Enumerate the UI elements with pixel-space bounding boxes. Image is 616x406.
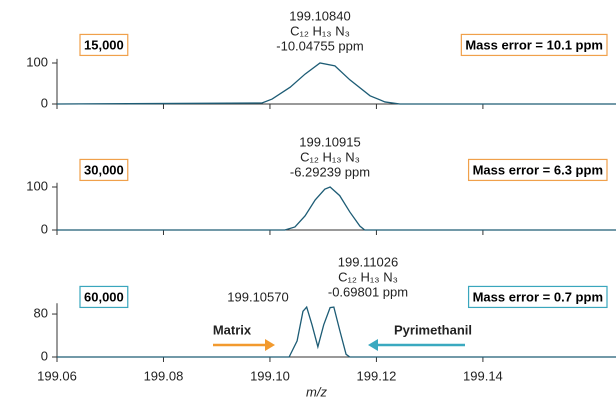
x-tick-label: 199.08 (144, 368, 184, 383)
resolution-label: 30,000 (84, 162, 124, 177)
arrow-label: Matrix (213, 322, 252, 337)
x-tick-label: 199.06 (37, 368, 77, 383)
spectrum-line (57, 186, 616, 231)
y-tick-label: 80 (34, 305, 48, 320)
peak-label: 199.10570 (227, 289, 288, 304)
mass-error-label: Mass error = 10.1 ppm (465, 37, 603, 52)
resolution-label-box (79, 33, 129, 57)
x-tick-label: 199.14 (463, 368, 503, 383)
x-tick-label: 199.12 (357, 368, 397, 383)
y-tick-label: 0 (41, 348, 48, 363)
peak-label: 199.11026 (338, 254, 399, 269)
x-axis-title: m/z (306, 384, 327, 399)
peak-label: -10.04755 ppm (276, 38, 363, 53)
mass-error-label-box (467, 158, 608, 182)
y-tick-label: 0 (41, 221, 48, 236)
peak-label: 199.10915 (299, 134, 360, 149)
spectrum-line (56, 62, 616, 105)
mass-error-label: Mass error = 6.3 ppm (473, 162, 603, 177)
peak-label: -0.69801 ppm (328, 284, 408, 299)
peak-label: C₁₂ H₁₃ N₃ (300, 149, 360, 164)
y-tick-label: 100 (26, 54, 48, 69)
spectrum-line (57, 305, 616, 358)
resolution-label-box (79, 158, 129, 182)
mass-error-label: Mass error = 0.7 ppm (473, 289, 603, 304)
peak-label: C₁₂ H₁₃ N₃ (338, 269, 398, 284)
y-tick-label: 100 (26, 178, 48, 193)
resolution-label: 60,000 (84, 289, 124, 304)
peak-label: 199.10840 (289, 8, 350, 23)
mass-error-label-box (467, 285, 608, 309)
arrow-label: Pyrimethanil (394, 322, 472, 337)
y-tick-label: 0 (41, 95, 48, 110)
x-tick-label: 199.10 (250, 368, 290, 383)
arrow-head (265, 339, 275, 351)
resolution-label-box (79, 285, 129, 309)
arrow-head (368, 339, 378, 351)
peak-label: -6.29239 ppm (290, 164, 370, 179)
mass-error-label-box (460, 33, 608, 57)
resolution-label: 15,000 (84, 37, 124, 52)
peak-label: C₁₂ H₁₃ N₃ (290, 23, 350, 38)
